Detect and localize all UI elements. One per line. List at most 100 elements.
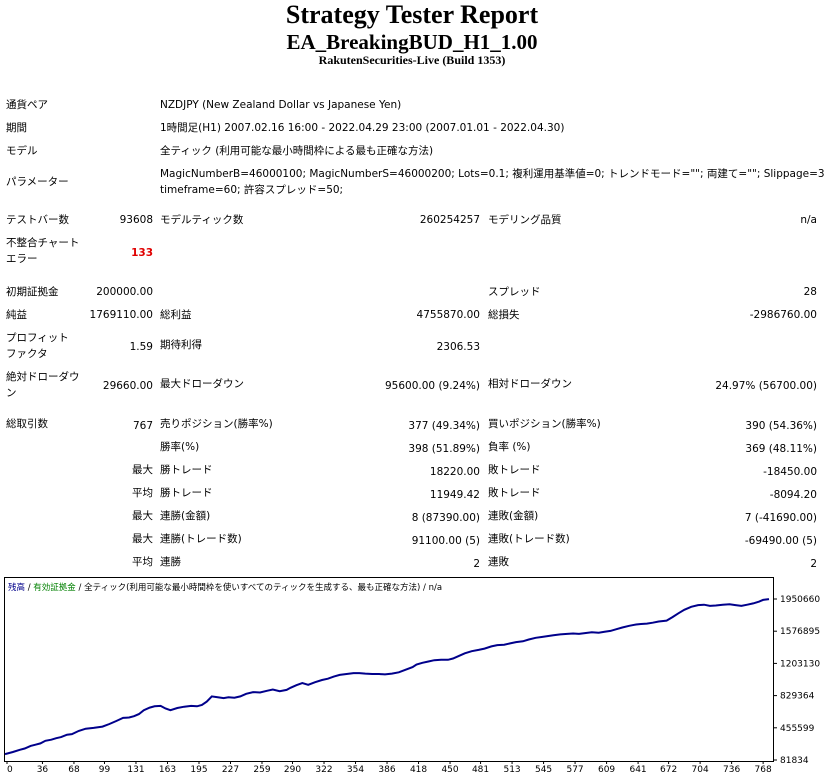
deposit-value: 200000.00 — [96, 286, 153, 298]
short-label: 売りポジション(勝率%) — [160, 418, 273, 430]
x-tick-label: 704 — [692, 765, 709, 775]
balance-chart: 0 36 68 99 131 163 195 227 259 290 322 354 386 418 450… — [4, 577, 820, 775]
x-tick-label: 481 — [472, 765, 489, 775]
trades-value: 767 — [132, 420, 153, 432]
x-tick-label: 736 — [723, 765, 740, 775]
legend-sep-1: / — [25, 583, 33, 593]
avg-cons-losses-label: 連敗 — [488, 556, 509, 568]
x-tick-label: 322 — [315, 765, 332, 775]
legend-sep-2: / — [76, 583, 84, 593]
avg-loss-label: 敗トレード — [488, 487, 541, 499]
avg-cons-losses-value: 2 — [810, 558, 817, 570]
cons-profit-label: 連勝(トレード数) — [160, 533, 242, 545]
y-tick-label: 455599 — [780, 724, 815, 734]
mismatch-label-1: 不整合チャート — [6, 237, 80, 249]
x-tick-label: 513 — [503, 765, 520, 775]
plot-frame — [4, 577, 774, 762]
deposit-label: 初期証拠金 — [6, 286, 59, 298]
gross-loss-value: -2986760.00 — [749, 309, 817, 321]
quality-value: n/a — [800, 214, 817, 226]
abs-dd-label-1: 絶対ドローダウ — [6, 371, 80, 383]
bars-value: 93608 — [119, 214, 153, 226]
x-tick-label: 99 — [99, 765, 111, 775]
x-tick-label: 577 — [566, 765, 583, 775]
params-line-1: MagicNumberB=46000100; MagicNumberS=4600… — [160, 168, 824, 180]
x-tick-label: 386 — [378, 765, 395, 775]
pf-value: 1.59 — [129, 341, 153, 353]
x-tick-label: 354 — [347, 765, 364, 775]
report-title: Strategy Tester Report — [285, 0, 539, 29]
long-value: 390 (54.36%) — [745, 420, 817, 432]
pair-value: NZDJPY (New Zealand Dollar vs Japanese Y… — [160, 99, 402, 111]
cons-losses-money-value: 7 (-41690.00) — [744, 512, 817, 524]
balance-line — [4, 598, 770, 756]
model-value: 全ティック (利用可能な最小時間枠による最も正確な方法) — [160, 145, 434, 157]
loss-rate-value: 369 (48.11%) — [745, 443, 817, 455]
legend-model: 全ティック(利用可能な最小時間枠を使いすべてのティックを生成する、最も正確な方法… — [84, 582, 420, 593]
x-tick-label: 609 — [598, 765, 615, 775]
x-tick-label: 195 — [190, 765, 207, 775]
rel-dd-value: 24.97% (56700.00) — [715, 380, 817, 392]
cons-wins-money-value: 8 (87390.00) — [411, 512, 480, 524]
y-tick-label: 829364 — [780, 692, 815, 702]
spread-label: スプレッド — [488, 286, 541, 298]
avg-win-label: 勝トレード — [160, 487, 213, 499]
mismatch-label-2: エラー — [6, 253, 38, 265]
spread-value: 28 — [803, 286, 817, 298]
gross-profit-value: 4755870.00 — [416, 309, 480, 321]
x-tick-label: 68 — [68, 765, 80, 775]
average-prefix: 平均 — [132, 487, 153, 499]
x-tick-label: 163 — [159, 765, 176, 775]
cons-loss-value: -69490.00 (5) — [744, 535, 817, 547]
y-tick-label: 1203130 — [780, 659, 820, 669]
period-label: 期間 — [6, 122, 27, 134]
x-tick-label: 227 — [222, 765, 239, 775]
gross-loss-label: 総損失 — [488, 309, 520, 321]
y-tick-label: 1950660 — [780, 595, 820, 605]
pair-label: 通貨ペア — [6, 99, 48, 111]
max2-prefix: 最大 — [132, 533, 153, 545]
net-label: 純益 — [6, 309, 27, 321]
ticks-label: モデルティック数 — [160, 214, 244, 226]
legend-sep-3: / — [420, 583, 428, 593]
pf-label-2: ファクタ — [6, 348, 48, 360]
max-dd-label: 最大ドローダウン — [160, 378, 244, 390]
abs-dd-value: 29660.00 — [102, 380, 153, 392]
expected-label: 期待利得 — [160, 339, 202, 351]
x-tick-label: 450 — [441, 765, 458, 775]
cons-wins-money-label: 連勝(金額) — [160, 510, 211, 522]
chart-legend: 残高 / 有効証拠金 / 全ティック(利用可能な最小時間枠を使いすべてのティック… — [8, 582, 442, 593]
pf-label-1: プロフィット — [6, 332, 69, 344]
avg-cons-wins-label: 連勝 — [160, 556, 181, 568]
largest-prefix: 最大 — [132, 464, 153, 476]
legend-equity: 有効証拠金 — [33, 582, 76, 593]
avg2-prefix: 平均 — [132, 556, 153, 568]
legend-quality: n/a — [429, 583, 442, 593]
x-tick-label: 290 — [284, 765, 301, 775]
cons-profit-value: 91100.00 (5) — [411, 535, 480, 547]
ticks-value: 260254257 — [419, 214, 480, 226]
win-rate-label: 勝率(%) — [160, 441, 200, 453]
max-dd-value: 95600.00 (9.24%) — [385, 380, 480, 392]
bars-label: テストバー数 — [6, 214, 69, 226]
server-name: RakutenSecurities-Live (Build 1353) — [318, 53, 506, 67]
abs-dd-label-2: ン — [6, 387, 17, 399]
win-rate-value: 398 (51.89%) — [408, 443, 480, 455]
x-tick-label: 545 — [535, 765, 552, 775]
max1-prefix: 最大 — [132, 510, 153, 522]
x-tick-label: 259 — [253, 765, 270, 775]
cons-loss-label: 連敗(トレード数) — [488, 533, 570, 545]
quality-label: モデリング品質 — [488, 214, 562, 226]
gross-profit-label: 総利益 — [160, 309, 192, 321]
params-label: パラメーター — [6, 176, 69, 188]
long-label: 買いポジション(勝率%) — [488, 418, 601, 430]
params-line-2: timeframe=60; 許容スプレッド=50; — [160, 184, 344, 196]
expected-value: 2306.53 — [436, 341, 480, 353]
trades-label: 総取引数 — [6, 418, 48, 430]
largest-loss-label: 敗トレード — [488, 464, 541, 476]
x-tick-label: 36 — [37, 765, 49, 775]
x-tick-label: 672 — [660, 765, 677, 775]
largest-win-value: 18220.00 — [429, 466, 480, 478]
x-tick-label: 418 — [410, 765, 427, 775]
x-tick-label: 641 — [629, 765, 646, 775]
